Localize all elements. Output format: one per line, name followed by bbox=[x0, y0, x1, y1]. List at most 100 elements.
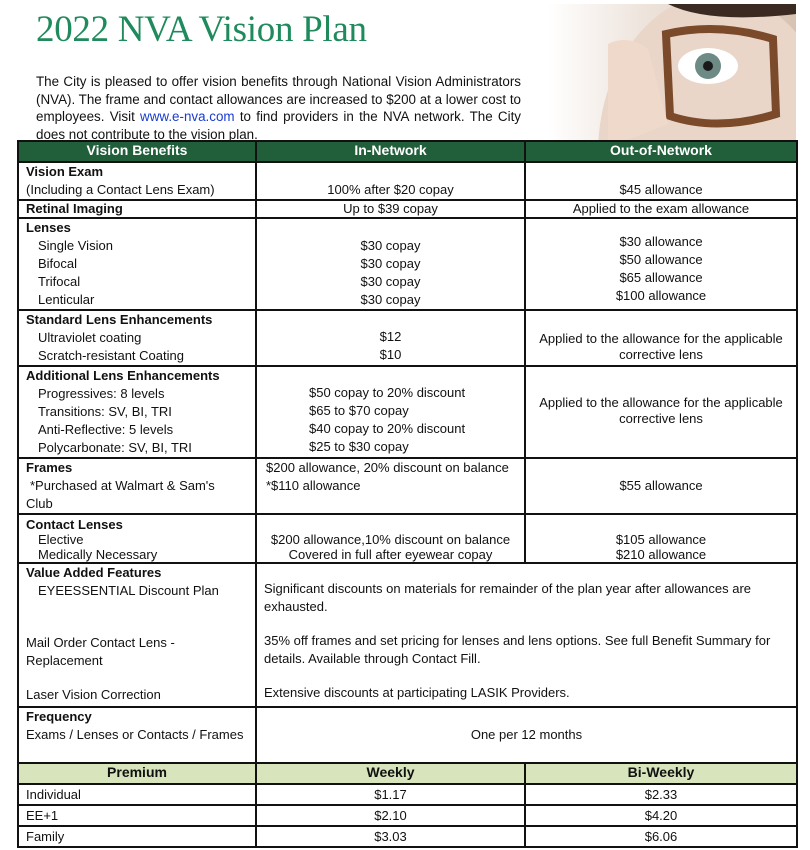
label: Vision Exam bbox=[26, 164, 104, 179]
table-cell: Vision Benefits In-Network Out-of-Networ… bbox=[17, 140, 798, 163]
item: Anti-Reflective: 5 levels bbox=[38, 422, 174, 437]
table-cell: $30 copay $30 copay $30 copay $30 copay bbox=[255, 217, 526, 311]
row-frequency: Frequency Exams / Lenses or Contacts / Fr… bbox=[17, 706, 798, 764]
header-bi-weekly: Bi-Weekly bbox=[524, 762, 798, 785]
bi-weekly-value: $6.06 bbox=[524, 825, 798, 848]
intro-text-end: to find providers in the NVA network. Th… bbox=[36, 109, 521, 142]
in-network-value: 100% after $20 copay bbox=[327, 182, 454, 197]
sublabel: Exams / Lenses or Contacts / Frames bbox=[26, 727, 244, 742]
item: Medically Necessary bbox=[38, 547, 158, 562]
item: Laser Vision Correction bbox=[26, 687, 161, 702]
out-network-value: $65 allowance bbox=[619, 270, 703, 285]
table-cell: $12 $10 bbox=[255, 309, 526, 367]
row-vision-exam: Vision Exam (Including a Contact Lens Exa… bbox=[17, 161, 798, 201]
in-network-value: $30 copay bbox=[360, 274, 421, 289]
out-network-value: Applied to the exam allowance bbox=[524, 199, 798, 219]
tier: Family bbox=[17, 825, 257, 848]
label: Lenses bbox=[26, 220, 71, 235]
table-cell: $200 allowance, 20% discount on balance *… bbox=[255, 457, 526, 515]
table-cell: Significant discounts on materials for r… bbox=[255, 562, 798, 708]
weekly-value: $1.17 bbox=[255, 783, 526, 806]
table-cell: Frequency Exams / Lenses or Contacts / Fr… bbox=[17, 706, 257, 764]
tier: Individual bbox=[17, 783, 257, 806]
table-cell: 100% after $20 copay bbox=[255, 161, 526, 201]
feature-description: Extensive discounts at participating LAS… bbox=[264, 685, 570, 700]
table-cell: Additional Lens Enhancements Progressive… bbox=[17, 365, 257, 459]
table-cell: Value Added Features EYEESSENTIAL Discou… bbox=[17, 562, 257, 708]
weekly-value: $2.10 bbox=[255, 804, 526, 827]
in-network-value: $200 allowance, 20% discount on balance bbox=[266, 460, 509, 475]
item: Trifocal bbox=[38, 274, 81, 289]
intro-text: The City is pleased to offer vision bene… bbox=[36, 74, 521, 125]
item: Polycarbonate: SV, BI, TRI bbox=[38, 440, 192, 455]
item: Scratch-resistant Coating bbox=[38, 348, 184, 363]
item: Progressives: 8 levels bbox=[38, 386, 165, 401]
intro-paragraph: The City is pleased to offer vision bene… bbox=[36, 73, 521, 143]
out-network-value: $55 allowance bbox=[524, 457, 798, 515]
out-network-value: Applied to the allowance for the applica… bbox=[539, 395, 783, 410]
out-network-value: $45 allowance bbox=[619, 182, 703, 197]
row-lenses: Lenses Single Vision Bifocal Trifocal Le… bbox=[17, 217, 798, 311]
item: Mail Order Contact Lens - Replacement bbox=[26, 635, 175, 668]
tier: EE+1 bbox=[17, 804, 257, 827]
page-title: 2022 NVA Vision Plan bbox=[36, 9, 367, 50]
row-retinal-imaging: Retinal Imaging Up to $39 copay Applied … bbox=[17, 199, 798, 219]
in-network-value: $12 bbox=[379, 329, 402, 344]
table-cell: Standard Lens Enhancements Ultraviolet c… bbox=[17, 309, 257, 367]
table-cell: Frames *Purchased at Walmart & Sam's Clu… bbox=[17, 457, 257, 515]
label: Retinal Imaging bbox=[17, 199, 257, 219]
table-cell: Contact Lenses Elective Medically Necess… bbox=[17, 513, 257, 564]
bi-weekly-value: $4.20 bbox=[524, 804, 798, 827]
header-weekly: Weekly bbox=[255, 762, 526, 785]
in-network-value: $30 copay bbox=[360, 292, 421, 307]
row-additional-lens-enhancements: Additional Lens Enhancements Progressive… bbox=[17, 365, 798, 459]
nva-website-link[interactable]: www.e-nva.com bbox=[140, 109, 235, 125]
out-network-value: $210 allowance bbox=[615, 547, 707, 562]
in-network-value: Covered in full after eyewear copay bbox=[288, 547, 493, 562]
in-network-value: $50 copay to 20% discount bbox=[309, 385, 466, 400]
item: EYEESSENTIAL Discount Plan bbox=[38, 583, 219, 598]
item: Ultraviolet coating bbox=[38, 330, 142, 345]
table-cell: $200 allowance,10% discount on balance Co… bbox=[255, 513, 526, 564]
table-cell: Lenses Single Vision Bifocal Trifocal Le… bbox=[17, 217, 257, 311]
item: Single Vision bbox=[38, 238, 113, 253]
out-network-value: $30 allowance bbox=[619, 234, 703, 249]
premium-row: EE+1 $2.10 $4.20 bbox=[17, 804, 798, 827]
vision-benefits-table: Vision Benefits In-Network Out-of-Networ… bbox=[17, 140, 798, 848]
label: Standard Lens Enhancements bbox=[26, 312, 213, 327]
row-frames: Frames *Purchased at Walmart & Sam's Clu… bbox=[17, 457, 798, 515]
bi-weekly-value: $2.33 bbox=[524, 783, 798, 806]
in-network-value: $30 copay bbox=[360, 238, 421, 253]
premium-row: Individual $1.17 $2.33 bbox=[17, 783, 798, 806]
label: Value Added Features bbox=[26, 565, 162, 580]
item: *Purchased at Walmart & Sam's bbox=[30, 478, 215, 493]
out-network-value: $50 allowance bbox=[619, 252, 703, 267]
table-cell: $105 allowance $210 allowance bbox=[524, 513, 798, 564]
out-network-value: $100 allowance bbox=[615, 288, 707, 303]
table-cell: Premium Weekly Bi-Weekly bbox=[17, 762, 798, 785]
item: Transitions: SV, BI, TRI bbox=[38, 404, 172, 419]
in-network-value: $30 copay bbox=[360, 256, 421, 271]
weekly-value: $3.03 bbox=[255, 825, 526, 848]
in-network-value: $65 to $70 copay bbox=[309, 403, 409, 418]
in-network-value: $25 to $30 copay bbox=[309, 439, 409, 454]
label: Frames bbox=[26, 460, 73, 475]
woman-with-glasses-photo bbox=[548, 4, 796, 140]
out-network-value: Applied to the allowance for the applica… bbox=[539, 331, 783, 346]
out-network-value: corrective lens bbox=[619, 347, 703, 362]
label: Contact Lenses bbox=[26, 517, 123, 532]
out-network-value: $105 allowance bbox=[615, 532, 707, 547]
row-contact-lenses: Contact Lenses Elective Medically Necess… bbox=[17, 513, 798, 564]
item: Bifocal bbox=[38, 256, 78, 271]
premium-row: Family $3.03 $6.06 bbox=[17, 825, 798, 848]
label: Additional Lens Enhancements bbox=[26, 368, 220, 383]
table-cell: Applied to the allowance for the applica… bbox=[524, 309, 798, 367]
table-cell: $45 allowance bbox=[524, 161, 798, 201]
feature-description: 35% off frames and set pricing for lense… bbox=[264, 633, 771, 666]
header-premium: Premium bbox=[17, 762, 257, 785]
in-network-value: $10 bbox=[379, 347, 402, 362]
in-network-value: $40 copay to 20% discount bbox=[309, 421, 466, 436]
in-network-value: $200 allowance,10% discount on balance bbox=[270, 532, 511, 547]
in-network-value: Up to $39 copay bbox=[255, 199, 526, 219]
header-vision-benefits: Vision Benefits bbox=[17, 140, 257, 163]
